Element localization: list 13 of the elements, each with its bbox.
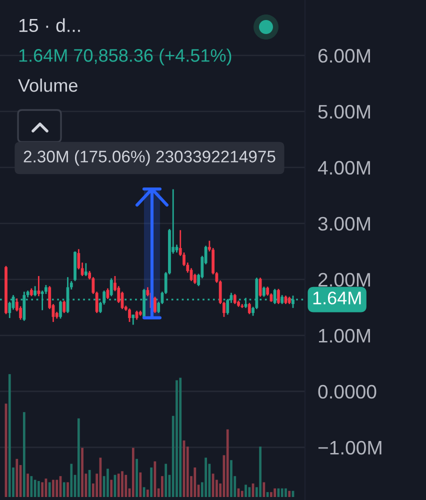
y-tick-label: 6.00M — [318, 48, 370, 63]
y-tick-label: 1.00M — [318, 328, 370, 343]
y-tick-label: 2.00M — [318, 272, 370, 287]
y-tick-label: 4.00M — [318, 160, 370, 175]
ref-line-label: 1.64M — [313, 292, 361, 304]
text: 1.64M 70,858.36 (+4.51%) — [19, 48, 232, 66]
y-tick-label: 5.00M — [318, 104, 370, 119]
y-tick-label: −1.00M — [318, 440, 382, 455]
band-label: 2.30M (175.06%) 2303392214975 — [24, 150, 276, 166]
text: 15 · d... — [19, 18, 80, 32]
y-tick-label: 0.0000 — [318, 384, 376, 399]
chart-title: Volume — [18, 78, 78, 92]
y-tick-label: 3.00M — [318, 216, 370, 231]
